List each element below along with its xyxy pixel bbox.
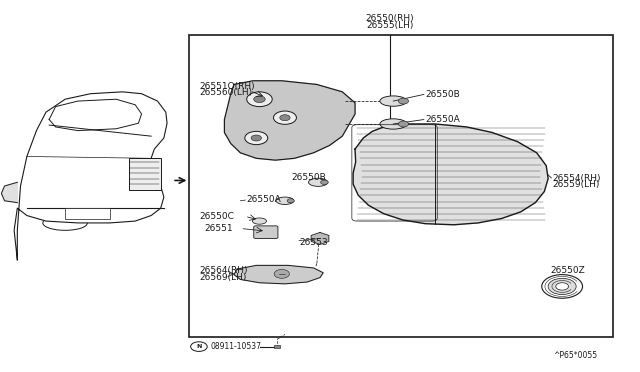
Bar: [129, 158, 161, 190]
Text: 26569(LH): 26569(LH): [199, 273, 246, 282]
Circle shape: [548, 278, 576, 295]
Circle shape: [191, 342, 207, 352]
Text: ^P65*0055: ^P65*0055: [553, 350, 597, 360]
Text: 26551: 26551: [204, 224, 233, 233]
Text: 26554(RH): 26554(RH): [552, 174, 601, 183]
Circle shape: [280, 115, 290, 121]
Ellipse shape: [252, 218, 266, 224]
Ellipse shape: [380, 119, 406, 129]
Polygon shape: [234, 265, 323, 284]
Ellipse shape: [276, 197, 294, 205]
FancyBboxPatch shape: [253, 226, 278, 238]
Ellipse shape: [398, 121, 408, 127]
Text: N: N: [196, 344, 202, 349]
Bar: [189, 35, 613, 337]
Ellipse shape: [398, 98, 408, 104]
Circle shape: [251, 135, 261, 141]
Polygon shape: [1, 182, 17, 203]
Text: 08911-10537: 08911-10537: [211, 342, 261, 351]
Text: 26550B: 26550B: [425, 90, 460, 99]
Circle shape: [541, 275, 582, 298]
Ellipse shape: [287, 199, 294, 203]
Text: 26550B: 26550B: [291, 173, 326, 182]
Text: 26550A: 26550A: [425, 115, 460, 124]
Circle shape: [245, 131, 268, 145]
Ellipse shape: [321, 180, 328, 185]
Text: 26551Q(RH): 26551Q(RH): [199, 82, 255, 91]
Text: 26550(RH): 26550(RH): [366, 14, 415, 23]
Circle shape: [274, 269, 289, 278]
Text: 26555(LH): 26555(LH): [367, 21, 414, 30]
Circle shape: [253, 96, 265, 103]
Text: 26564(RH): 26564(RH): [199, 266, 248, 275]
Text: 26559(LH): 26559(LH): [552, 180, 600, 189]
Polygon shape: [225, 81, 355, 160]
Bar: [274, 345, 280, 348]
Ellipse shape: [380, 96, 406, 106]
Bar: [65, 208, 109, 219]
Text: 26550Z: 26550Z: [550, 266, 586, 275]
Polygon shape: [311, 232, 329, 244]
Text: 26550A: 26550A: [246, 195, 282, 204]
Circle shape: [273, 111, 296, 124]
Text: 26550C: 26550C: [199, 212, 234, 221]
Circle shape: [556, 283, 568, 290]
Circle shape: [246, 92, 272, 107]
Text: 26553: 26553: [300, 238, 328, 247]
Ellipse shape: [308, 178, 328, 186]
Text: 265560(LH): 265560(LH): [199, 88, 252, 97]
Polygon shape: [353, 124, 548, 225]
